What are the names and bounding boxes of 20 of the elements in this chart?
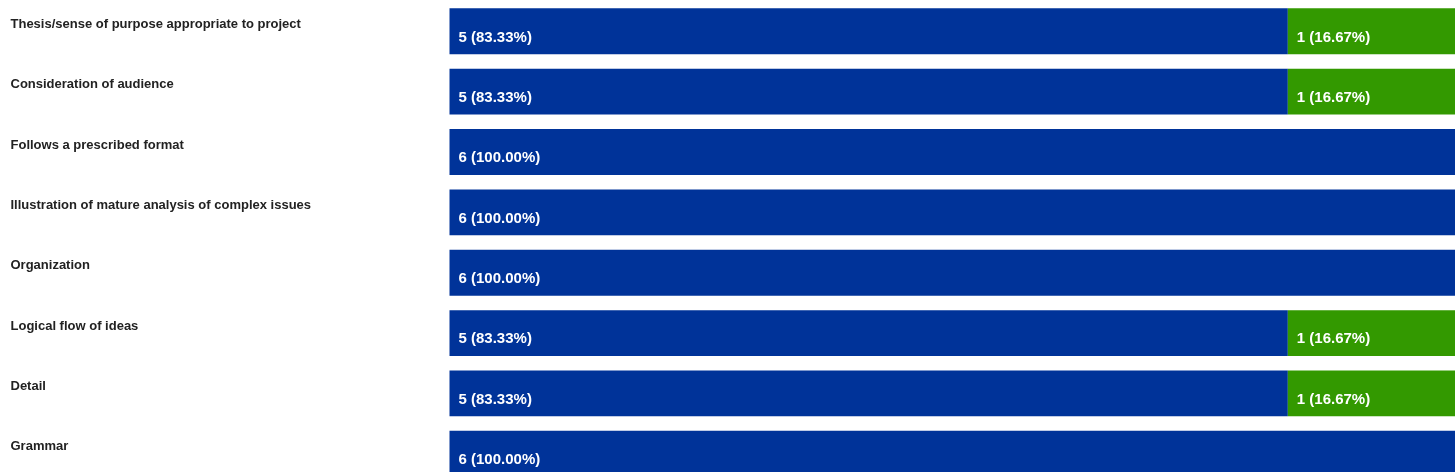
data-label: 1 (16.67%) [1296,389,1371,407]
y-tick-label: Thesis/sense of purpose appropriate to project [10,15,302,31]
data-label: 5 (83.33%) [458,87,532,105]
y-tick-label: Organization [10,257,91,273]
y-tick-label: Consideration of audience [10,76,174,92]
data-label: 1 (16.67%) [1296,87,1371,105]
data-label: 5 (83.33%) [458,27,532,45]
data-label: 5 (83.33%) [458,329,532,347]
data-label: 6 (100.00%) [458,208,541,226]
data-label: 1 (16.67%) [1296,329,1371,347]
y-tick-label: Detail [10,378,46,394]
data-label: 6 (100.00%) [458,269,541,287]
y-tick-label: Logical flow of ideas [10,317,139,333]
data-label: 6 (100.00%) [458,450,541,468]
data-label: 6 (100.00%) [458,148,541,166]
data-label: 1 (16.67%) [1296,27,1371,45]
y-tick-label: Grammar [10,438,69,454]
data-label: 5 (83.33%) [458,389,532,407]
y-tick-label: Follows a prescribed format [10,136,185,152]
y-tick-label: Illustration of mature analysis of complex issues [10,197,312,213]
